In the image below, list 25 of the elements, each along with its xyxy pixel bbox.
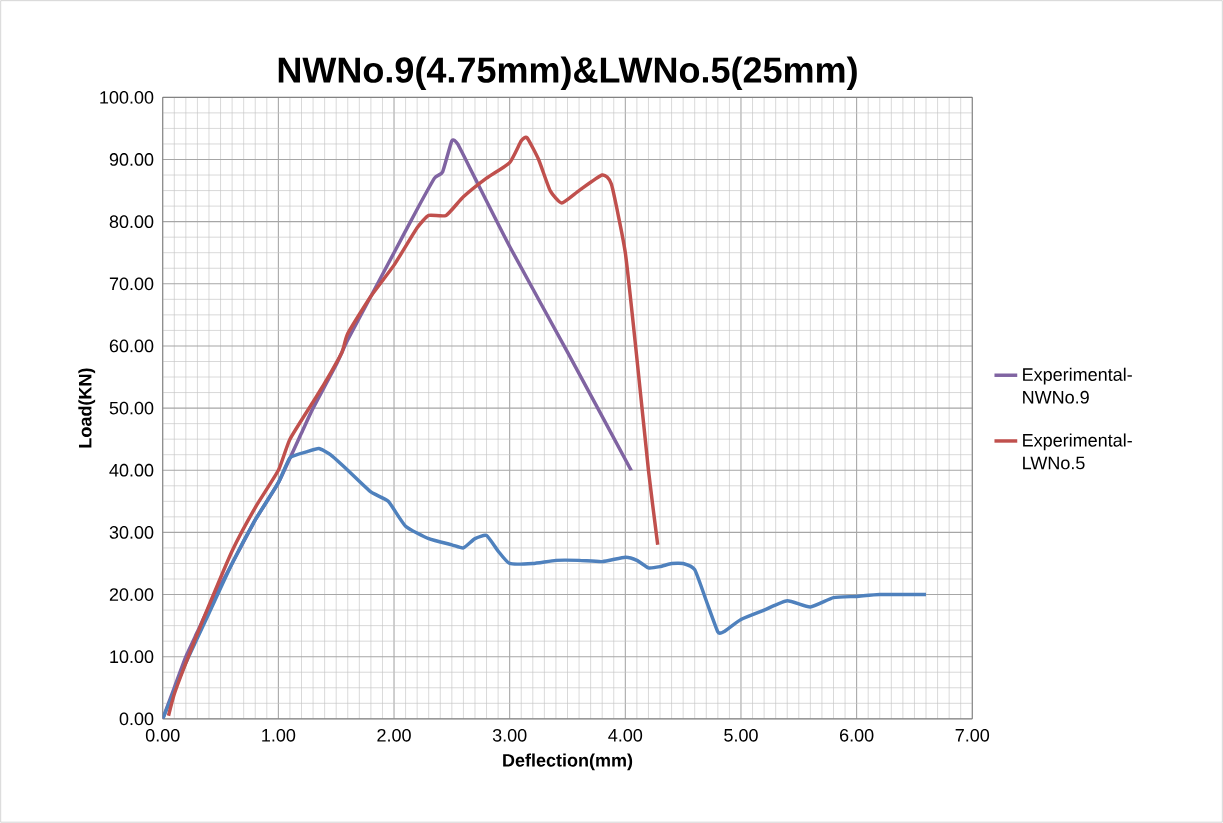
y-tick-label: 20.00 [109,588,154,601]
x-tick-label: 4.00 [608,728,643,742]
y-tick-label: 10.00 [110,650,154,664]
y-tick-label: 100.00 [100,91,154,104]
line-series [162,446,928,719]
legend-label: Experimental-NWNo.9 [1023,367,1132,404]
y-tick-label: 40.00 [109,463,154,477]
y-tick-label: 0.00 [119,712,154,726]
x-tick-label: 1.00 [262,728,296,742]
x-tick-label: 3.00 [492,728,527,742]
legend-label: Experimental-LWNo.5 [1023,433,1132,470]
x-tick-label: 5.00 [724,728,758,742]
chart-title: NWNo.9(4.75mm)&LWNo.5(25mm) [278,56,857,91]
y-tick-label: 70.00 [109,277,154,291]
x-tick-label: 7.00 [955,728,990,742]
y-tick-label: 80.00 [109,215,154,229]
y-tick-label: 60.00 [109,339,154,353]
y-tick-label: 30.00 [109,526,154,539]
y-tick-label: 50.00 [109,401,154,415]
x-tick-label: 6.00 [840,728,874,742]
y-axis-title: Load(KN) [78,368,96,448]
x-tick-label: 0.00 [145,728,180,742]
y-tick-label: 90.00 [109,153,154,166]
x-axis-title: Deflection(mm) [503,753,633,771]
x-tick-label: 2.00 [377,728,411,742]
